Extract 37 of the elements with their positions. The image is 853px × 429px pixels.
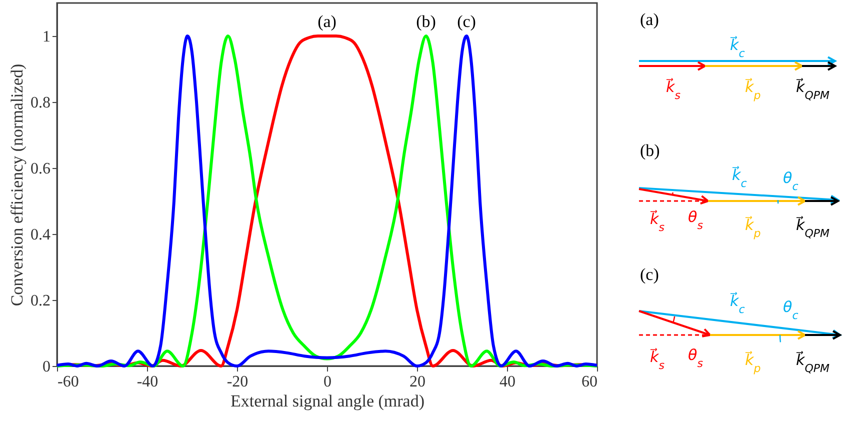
x-tick-label: 20 bbox=[410, 374, 426, 390]
text: k⃗$_{c}$ bbox=[729, 291, 745, 316]
text: (b) bbox=[640, 141, 660, 160]
x-tick-label: 0 bbox=[324, 374, 332, 390]
annotation: (b) bbox=[416, 12, 436, 31]
text: k⃗$_{c}$ bbox=[729, 35, 745, 60]
text: k⃗$_{s}$ bbox=[649, 209, 665, 234]
x-tick-label: -20 bbox=[226, 374, 248, 390]
text: k⃗$_{s}$ bbox=[665, 77, 681, 102]
text: (a) bbox=[640, 10, 659, 29]
text: k⃗$_{QPM}$ bbox=[795, 215, 830, 240]
y-tick-label: 0.2 bbox=[30, 292, 50, 310]
x-tick-label: 40 bbox=[500, 374, 516, 390]
text: k⃗$_{p}$ bbox=[744, 350, 761, 374]
text: (c) bbox=[640, 265, 659, 284]
text: θ$_{s}$ bbox=[688, 346, 704, 370]
annotation: (c) bbox=[457, 12, 476, 31]
text: k⃗$_{p}$ bbox=[744, 215, 761, 240]
text: θ$_{s}$ bbox=[688, 208, 704, 232]
y-tick-label: 1 bbox=[42, 28, 50, 46]
x-tick-label: -40 bbox=[136, 374, 158, 390]
y-tick-label: 0.8 bbox=[30, 94, 50, 112]
text: k⃗$_{QPM}$ bbox=[795, 77, 830, 102]
y-tick-label: 0 bbox=[42, 358, 50, 376]
y-tick-label: 0.4 bbox=[30, 226, 50, 244]
y-axis-title: Conversion efficiency (normalized) bbox=[8, 64, 26, 306]
x-tick-label: -60 bbox=[58, 374, 79, 390]
x-tick-label: 60 bbox=[582, 374, 598, 390]
text: k⃗$_{p}$ bbox=[744, 77, 761, 102]
text: k⃗$_{QPM}$ bbox=[795, 350, 830, 374]
x-axis-title: External signal angle (mrad) bbox=[230, 392, 425, 410]
text: θ$_{c}$ bbox=[783, 169, 798, 192]
text: θ$_{c}$ bbox=[783, 298, 798, 322]
text: k⃗$_{s}$ bbox=[649, 347, 665, 372]
annotation: (a) bbox=[318, 12, 336, 31]
y-tick-label: 0.6 bbox=[30, 160, 50, 178]
text: k⃗$_{c}$ bbox=[731, 165, 747, 190]
